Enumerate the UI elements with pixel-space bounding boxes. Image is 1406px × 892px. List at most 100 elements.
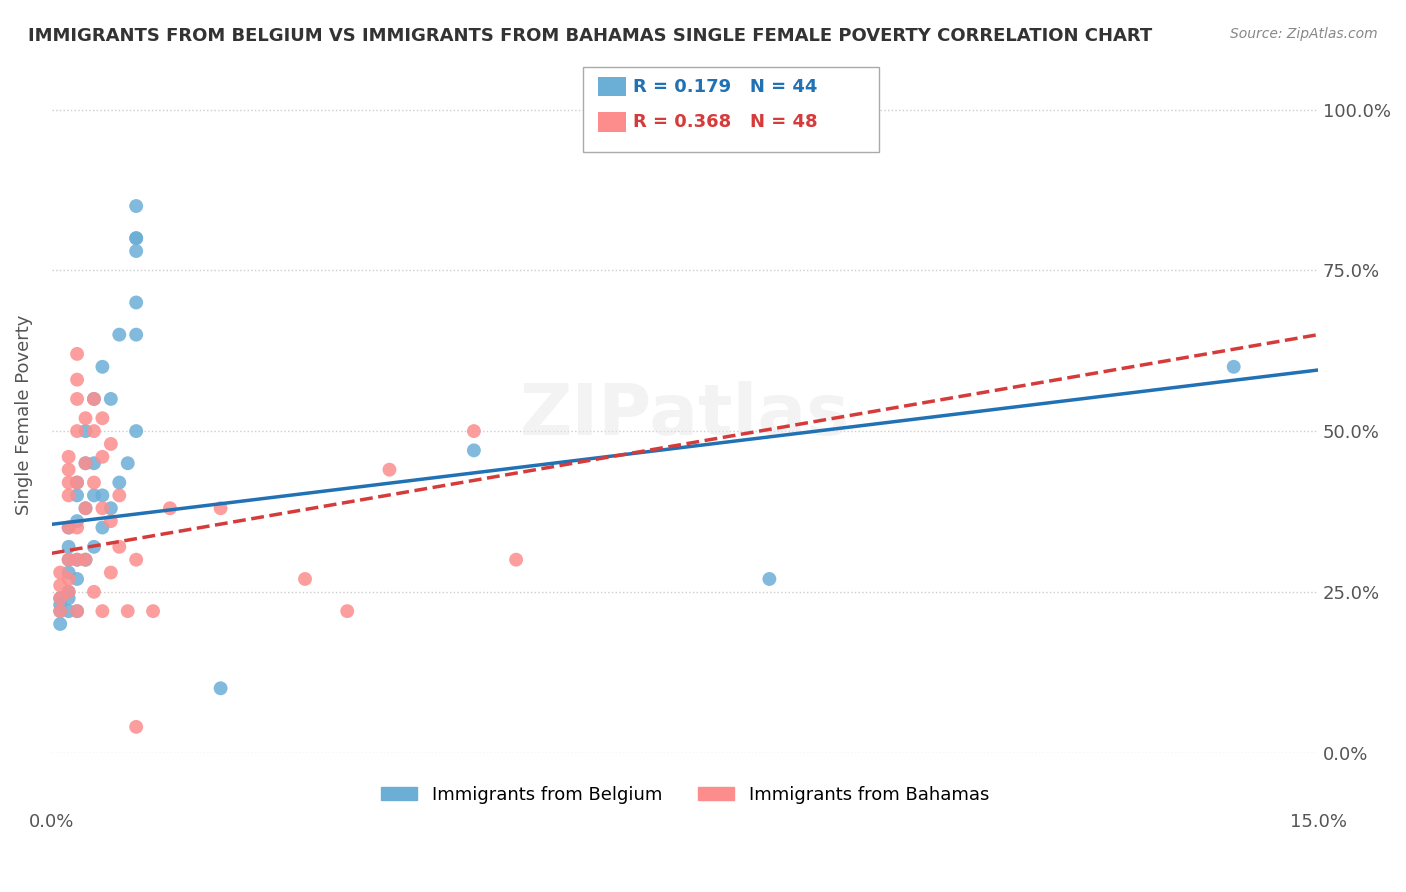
Point <box>125 327 148 342</box>
Point <box>505 552 527 566</box>
Point <box>66 604 89 618</box>
Legend: Immigrants from Belgium, Immigrants from Bahamas: Immigrants from Belgium, Immigrants from… <box>374 779 997 811</box>
Point <box>66 475 89 490</box>
Point <box>83 392 105 406</box>
Point <box>66 552 89 566</box>
Point <box>49 578 72 592</box>
Point <box>463 443 485 458</box>
Text: IMMIGRANTS FROM BELGIUM VS IMMIGRANTS FROM BAHAMAS SINGLE FEMALE POVERTY CORRELA: IMMIGRANTS FROM BELGIUM VS IMMIGRANTS FR… <box>28 27 1153 45</box>
Point <box>58 488 80 502</box>
Point <box>91 501 114 516</box>
Point <box>142 604 165 618</box>
Point <box>100 392 122 406</box>
Point <box>336 604 359 618</box>
Point <box>91 359 114 374</box>
Point <box>117 456 139 470</box>
Point <box>83 456 105 470</box>
Text: 15.0%: 15.0% <box>1289 814 1347 831</box>
Point <box>100 437 122 451</box>
Point <box>83 392 105 406</box>
Point <box>49 566 72 580</box>
Text: 0.0%: 0.0% <box>30 814 75 831</box>
Point <box>108 540 131 554</box>
Point <box>100 514 122 528</box>
Point <box>91 450 114 464</box>
Point <box>66 520 89 534</box>
Point <box>100 501 122 516</box>
Point <box>108 327 131 342</box>
Point <box>66 514 89 528</box>
Point <box>83 488 105 502</box>
Point <box>66 488 89 502</box>
Point <box>66 373 89 387</box>
Point <box>1222 359 1244 374</box>
Text: R = 0.368   N = 48: R = 0.368 N = 48 <box>633 113 817 131</box>
Point <box>58 572 80 586</box>
Point <box>66 392 89 406</box>
Point <box>75 552 97 566</box>
Point <box>117 604 139 618</box>
Point <box>125 231 148 245</box>
Text: R = 0.179   N = 44: R = 0.179 N = 44 <box>633 78 817 95</box>
Y-axis label: Single Female Poverty: Single Female Poverty <box>15 315 32 516</box>
Point <box>58 552 80 566</box>
Point <box>75 411 97 425</box>
Point <box>83 584 105 599</box>
Text: Source: ZipAtlas.com: Source: ZipAtlas.com <box>1230 27 1378 41</box>
Point <box>91 411 114 425</box>
Point <box>58 566 80 580</box>
Point <box>159 501 181 516</box>
Point <box>91 520 114 534</box>
Point <box>58 520 80 534</box>
Point <box>75 424 97 438</box>
Point <box>91 604 114 618</box>
Point <box>209 681 232 696</box>
Point <box>125 199 148 213</box>
Point <box>378 463 401 477</box>
Point <box>91 488 114 502</box>
Point <box>58 591 80 606</box>
Point <box>294 572 316 586</box>
Point <box>49 617 72 632</box>
Point <box>125 231 148 245</box>
Point <box>75 501 97 516</box>
Point <box>125 295 148 310</box>
Point <box>83 540 105 554</box>
Point <box>125 244 148 258</box>
Point <box>83 475 105 490</box>
Point <box>125 424 148 438</box>
Point <box>49 604 72 618</box>
Point <box>75 501 97 516</box>
Point <box>209 501 232 516</box>
Point <box>125 552 148 566</box>
Point <box>58 552 80 566</box>
Point <box>108 488 131 502</box>
Point <box>49 591 72 606</box>
Point <box>66 572 89 586</box>
Point <box>58 604 80 618</box>
Text: ZIPatlas: ZIPatlas <box>520 381 851 450</box>
Point <box>66 347 89 361</box>
Point <box>58 540 80 554</box>
Point <box>58 450 80 464</box>
Point <box>66 424 89 438</box>
Point <box>58 475 80 490</box>
Point <box>66 552 89 566</box>
Point <box>58 520 80 534</box>
Point <box>49 598 72 612</box>
Point <box>83 424 105 438</box>
Point <box>49 591 72 606</box>
Point <box>58 463 80 477</box>
Point <box>58 584 80 599</box>
Point <box>66 475 89 490</box>
Point <box>49 604 72 618</box>
Point <box>758 572 780 586</box>
Point <box>66 604 89 618</box>
Point <box>125 720 148 734</box>
Point <box>100 566 122 580</box>
Point <box>463 424 485 438</box>
Point <box>58 584 80 599</box>
Point <box>108 475 131 490</box>
Point <box>75 552 97 566</box>
Point <box>75 456 97 470</box>
